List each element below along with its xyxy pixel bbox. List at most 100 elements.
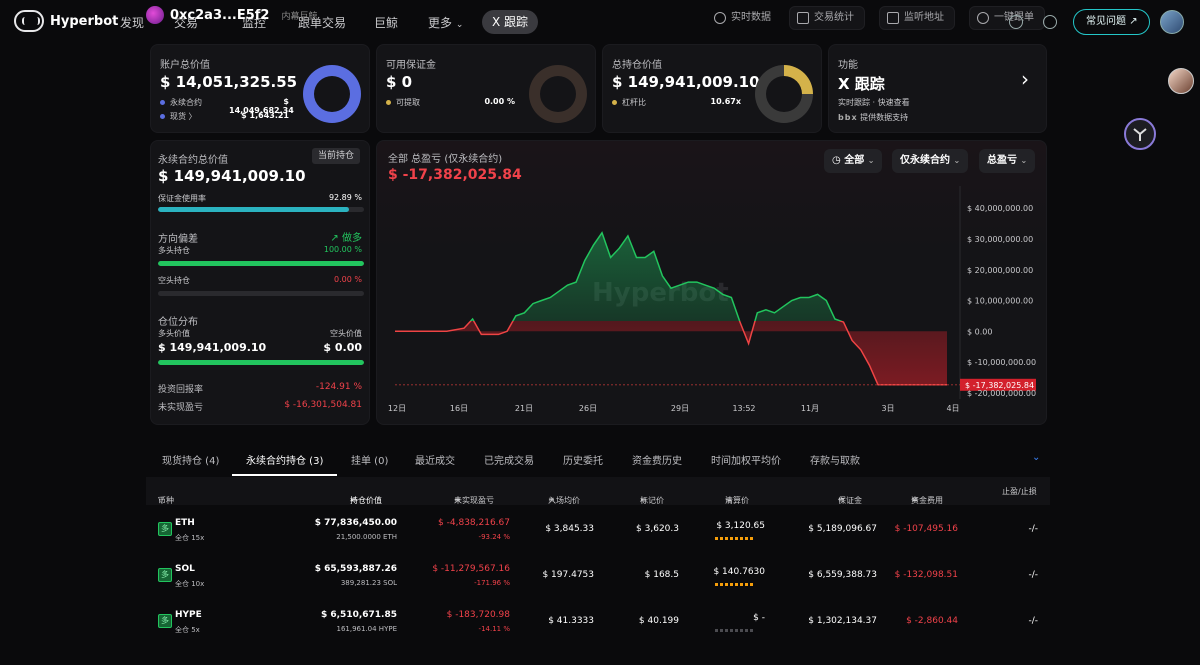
feature-desc: 实时跟踪 · 快速查看 (838, 98, 910, 107)
long-value: $ 149,941,009.10 (158, 341, 267, 354)
tab-twap[interactable]: 时间加权平均价 (711, 456, 781, 467)
filter-scope-dropdown[interactable]: 仅永续合约 ⌄ (892, 149, 969, 173)
faq-button[interactable]: 常见问题 ↗ (1073, 9, 1150, 35)
tpsl[interactable]: -/- (1028, 570, 1038, 580)
short-bar (158, 291, 364, 296)
liq-indicator (715, 629, 755, 632)
feature-label: 功能 (838, 60, 858, 71)
x-tick-label: 4日 (946, 404, 959, 413)
account-value-card: 账户总价值 $ 14,051,325.55 永续合约 $ 14,049,682.… (150, 44, 370, 133)
last-value-label: $ -17,382,025.84 (965, 381, 1034, 390)
chevron-down-icon: ⌄ (1020, 156, 1028, 165)
sort-icon: ≡ (725, 495, 732, 504)
funding-fee: $ -2,860.44 (906, 616, 958, 626)
nav-trade[interactable]: 交易 (174, 16, 199, 30)
account-value: $ 14,051,325.55 (160, 73, 298, 91)
long-badge: 多 (158, 614, 172, 628)
unrealized-pnl: $ -4,838,216.67 (438, 518, 510, 528)
liq-price: $ 140.7630 (713, 567, 765, 577)
tab-deposits[interactable]: 存款与取款 (810, 456, 860, 467)
nav-whale[interactable]: 巨鲸 (374, 16, 399, 30)
nav-more-label: 更多 (428, 16, 453, 30)
coin-mode: 全仓 15x (175, 534, 205, 542)
unrealized-value: $ -16,301,504.81 (284, 400, 362, 410)
spot-row-label: 现货 (170, 112, 186, 121)
brand-logo[interactable]: Hyperbot (14, 10, 118, 32)
tab-spot[interactable]: 现货持仓 (4) (162, 456, 220, 467)
margin-value: $ 1,302,134.37 (808, 616, 877, 626)
distribution-bar (158, 360, 364, 365)
nav-more[interactable]: 更多 ⌄ (428, 14, 463, 31)
sort-icon: ≡ (454, 495, 461, 504)
tab-completed[interactable]: 已完成交易 (484, 456, 534, 467)
table-row[interactable]: 多 HYPE 全仓 5x $ 6,510,671.85 161,961.04 H… (146, 600, 1050, 646)
spot-row[interactable]: 现货 〉 (160, 111, 197, 122)
perp-row: 永续合约 (160, 97, 202, 108)
address-overlay[interactable]: 0xc2a3...E5f2 内幕巨鲸 (146, 6, 317, 24)
filter-metric-dropdown[interactable]: 总盈亏 ⌄ (979, 149, 1036, 173)
collapse-chevron-icon[interactable]: ⌄ (1032, 452, 1041, 463)
positions-tabs: 现货持仓 (4) 永续合约持仓 (3) 挂单 (0) 最近成交 已完成交易 历史… (146, 446, 1050, 476)
last-value-badge (960, 378, 1036, 391)
tpsl[interactable]: -/- (1028, 524, 1038, 534)
y-tick-label: $ 0.00 (967, 327, 992, 336)
tab-history-orders[interactable]: 历史委托 (563, 456, 603, 467)
table-row[interactable]: 多 ETH 全仓 15x $ 77,836,450.00 21,500.0000… (146, 508, 1050, 554)
sort-icon: ≡ (548, 495, 555, 504)
powered-by: bbx 提供数据支持 (838, 112, 908, 123)
tab-recent-fills[interactable]: 最近成交 (415, 456, 455, 467)
perp-row-label: 永续合约 (170, 98, 202, 107)
realtime-label: 实时数据 (731, 12, 771, 23)
x-tick-label: 13:52 (732, 404, 755, 413)
margin-value: $ 6,559,388.73 (808, 570, 877, 580)
unrealized-label: 未实现盈亏 (158, 403, 204, 413)
monitor-address-button[interactable]: 监听地址 (879, 6, 955, 30)
current-position-badge[interactable]: 当前持仓 (312, 148, 361, 164)
pnl-area-negative (395, 321, 947, 385)
tab-active-underline (232, 474, 337, 476)
trade-stats-label: 交易统计 (814, 12, 854, 23)
margin-usage-bar (158, 207, 364, 212)
trade-stats-button[interactable]: 交易统计 (789, 6, 865, 30)
feature-card[interactable]: 功能 X 跟踪 实时跟踪 · 快速查看 bbx 提供数据支持 › (828, 44, 1047, 133)
filter-range-dropdown[interactable]: ◷ 全部 ⌄ (824, 149, 883, 173)
tab-funding-history[interactable]: 资金费历史 (632, 456, 682, 467)
direction-text: 做多 (342, 233, 362, 244)
assistant-avatar[interactable] (1168, 68, 1194, 94)
margin-value: $ 0 (386, 73, 413, 91)
pnl-line-positive (469, 231, 843, 321)
user-avatar[interactable] (1160, 10, 1184, 34)
stats-icon (797, 12, 809, 24)
search-icon[interactable] (1009, 15, 1023, 29)
short-value: $ 0.00 (323, 341, 362, 354)
nav-discover[interactable]: 发现 (120, 16, 145, 30)
nav-monitor[interactable]: 监控 (242, 16, 267, 30)
tpsl[interactable]: -/- (1028, 616, 1038, 626)
margin-donut (529, 65, 587, 123)
hyperbot-logo-icon (14, 10, 44, 32)
nav-copy-trade[interactable]: 跟单交易 (298, 16, 347, 30)
headset-icon (977, 12, 989, 24)
globe-icon[interactable] (1043, 15, 1057, 29)
table-row[interactable]: 多 SOL 全仓 10x $ 65,593,887.26 389,281.23 … (146, 554, 1050, 600)
one-click-copy-button[interactable]: 一键跟单 (969, 6, 1045, 30)
y-tick-label: $ 40,000,000.00 (967, 204, 1033, 213)
sort-icon: ≡ (911, 495, 918, 504)
chevron-right-icon[interactable]: › (1021, 67, 1029, 91)
roi-label: 投资回报率 (158, 385, 204, 395)
pnl-chart[interactable]: Hyperbot $ -17,382,025.84 $ 40,000,000.0… (377, 141, 1048, 426)
mark-price: $ 168.5 (644, 570, 679, 580)
realtime-data-button[interactable]: 实时数据 (706, 6, 782, 30)
filter-metric-label: 总盈亏 (987, 155, 1017, 166)
powered-label: 提供数据支持 (860, 113, 909, 122)
tab-perp[interactable]: 永续合约持仓 (3) (246, 456, 324, 467)
floating-widget-icon[interactable] (1124, 118, 1156, 150)
address-avatar (146, 6, 164, 24)
position-donut (755, 65, 813, 123)
tab-orders[interactable]: 挂单 (0) (351, 456, 389, 467)
coin-mode: 全仓 5x (175, 626, 200, 634)
nav-x-track[interactable]: X 跟踪 (482, 10, 539, 34)
bbx-logo: bbx (838, 113, 858, 122)
y-tick-label: $ -20,000,000.00 (967, 389, 1036, 398)
position-value: $ 6,510,671.85 (320, 610, 397, 620)
